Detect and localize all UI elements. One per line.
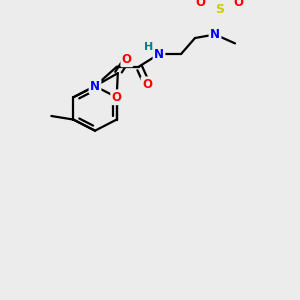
Text: N: N: [90, 80, 100, 93]
Text: O: O: [195, 0, 205, 9]
Text: O: O: [142, 78, 152, 91]
Text: O: O: [233, 0, 243, 9]
Text: S: S: [215, 3, 224, 16]
Text: N: N: [210, 28, 220, 41]
Text: H: H: [144, 42, 154, 52]
Text: O: O: [112, 91, 122, 104]
Text: O: O: [122, 53, 132, 66]
Text: N: N: [154, 48, 164, 61]
